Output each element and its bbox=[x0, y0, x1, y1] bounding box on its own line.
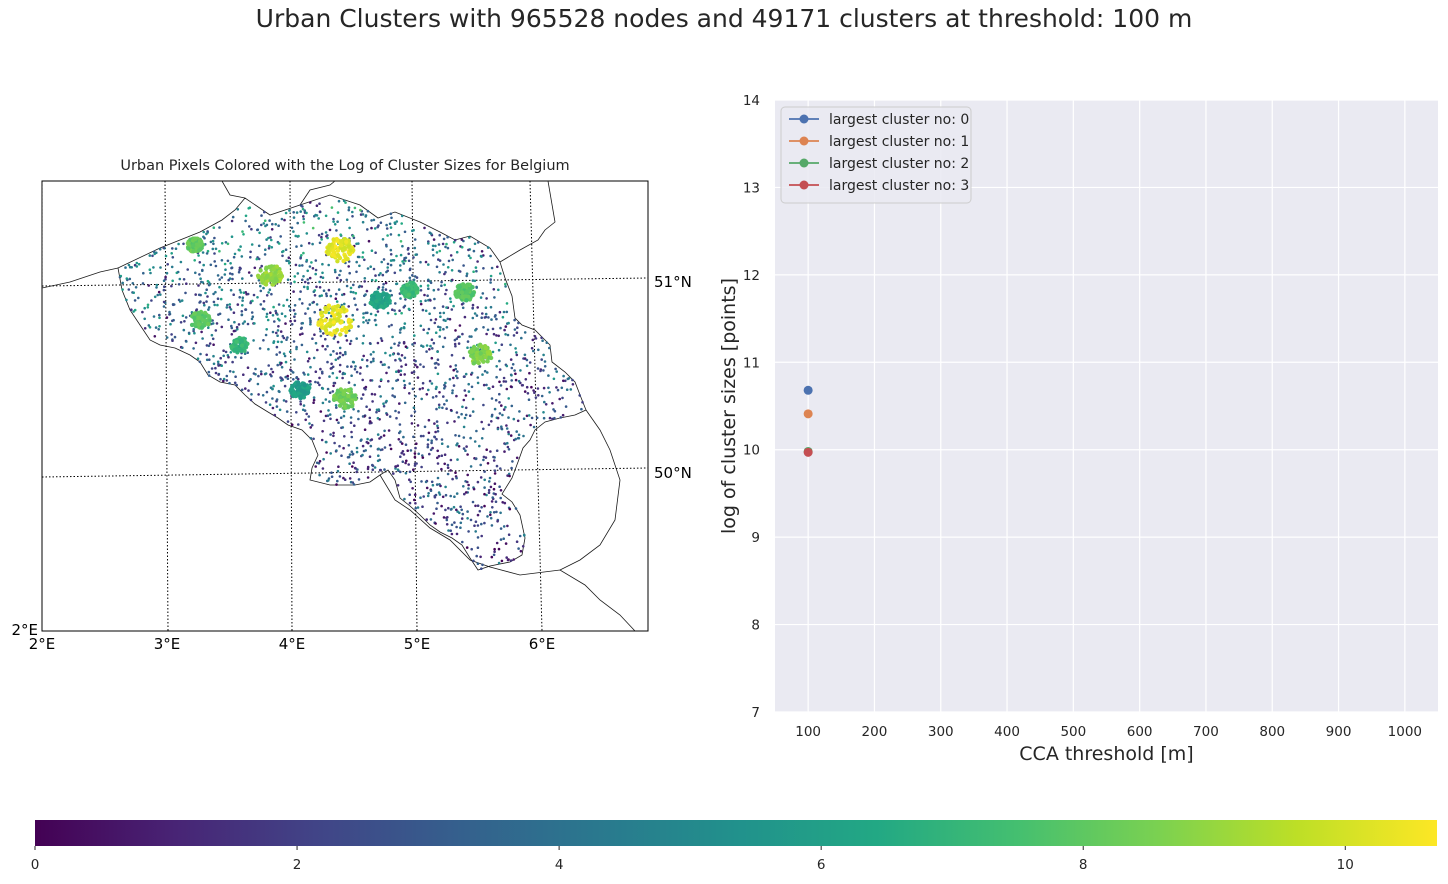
graticule-line bbox=[42, 467, 648, 478]
country-border bbox=[379, 474, 636, 631]
longitude-label: 6°E bbox=[529, 635, 556, 653]
legend bbox=[780, 106, 972, 204]
x-tick-label: 500 bbox=[1060, 724, 1086, 740]
x-axis-label: CCA threshold [m] bbox=[1019, 743, 1193, 765]
x-tick-label: 700 bbox=[1193, 724, 1219, 740]
corner-longitude-label: 2°E bbox=[11, 621, 38, 639]
x-tick-label: 100 bbox=[795, 724, 821, 740]
graticule-line bbox=[289, 181, 293, 631]
latitude-label: 51°N bbox=[654, 273, 692, 291]
graticule-line bbox=[164, 181, 169, 631]
x-tick-label: 600 bbox=[1127, 724, 1153, 740]
colorbar-tick-label: 2 bbox=[293, 857, 302, 873]
legend-marker bbox=[799, 158, 809, 168]
y-tick-label: 14 bbox=[743, 93, 760, 109]
y-tick-label: 9 bbox=[751, 530, 760, 546]
city-clusters bbox=[185, 236, 494, 411]
country-border bbox=[499, 181, 556, 263]
legend-marker bbox=[799, 180, 809, 190]
y-tick-label: 13 bbox=[743, 180, 760, 196]
longitude-label: 3°E bbox=[154, 635, 181, 653]
colorbar-tick-label: 0 bbox=[31, 857, 40, 873]
colorbar-tick-label: 6 bbox=[817, 857, 826, 873]
longitude-label: 2°E bbox=[29, 635, 56, 653]
x-tick-label: 1000 bbox=[1388, 724, 1422, 740]
country-border bbox=[559, 409, 621, 571]
country-border bbox=[42, 267, 119, 289]
colorbar-tick-label: 10 bbox=[1337, 857, 1354, 873]
data-point bbox=[803, 385, 813, 395]
legend-label: largest cluster no: 0 bbox=[829, 112, 969, 128]
x-tick-label: 200 bbox=[862, 724, 888, 740]
legend-label: largest cluster no: 3 bbox=[829, 178, 969, 194]
legend-label: largest cluster no: 2 bbox=[829, 156, 969, 172]
y-tick-label: 10 bbox=[743, 443, 760, 459]
y-tick-label: 8 bbox=[751, 618, 760, 634]
colorbar-tick-label: 4 bbox=[555, 857, 564, 873]
longitude-label: 4°E bbox=[279, 635, 306, 653]
x-tick-label: 900 bbox=[1326, 724, 1352, 740]
graticule-line bbox=[411, 181, 418, 631]
legend-label: largest cluster no: 1 bbox=[829, 134, 969, 150]
graticule-line bbox=[529, 181, 543, 631]
x-tick-label: 300 bbox=[928, 724, 954, 740]
legend-marker bbox=[799, 114, 809, 124]
y-axis-label: log of cluster sizes [points] bbox=[718, 278, 740, 534]
y-tick-label: 12 bbox=[743, 268, 760, 284]
country-border bbox=[221, 181, 246, 199]
country-border bbox=[299, 181, 336, 206]
colorbar-gradient bbox=[35, 820, 1437, 846]
data-point bbox=[803, 409, 813, 419]
latitude-label: 50°N bbox=[654, 464, 692, 482]
longitude-label: 5°E bbox=[404, 635, 431, 653]
map-title: Urban Pixels Colored with the Log of Clu… bbox=[120, 158, 570, 174]
figure-title: Urban Clusters with 965528 nodes and 491… bbox=[255, 4, 1193, 33]
colorbar-tick-label: 8 bbox=[1079, 857, 1088, 873]
data-point bbox=[803, 447, 813, 457]
y-tick-label: 7 bbox=[751, 705, 760, 721]
y-tick-label: 11 bbox=[743, 355, 760, 371]
x-tick-label: 800 bbox=[1259, 724, 1285, 740]
legend-marker bbox=[799, 136, 809, 146]
graticule-line bbox=[42, 277, 648, 287]
x-tick-label: 400 bbox=[994, 724, 1020, 740]
